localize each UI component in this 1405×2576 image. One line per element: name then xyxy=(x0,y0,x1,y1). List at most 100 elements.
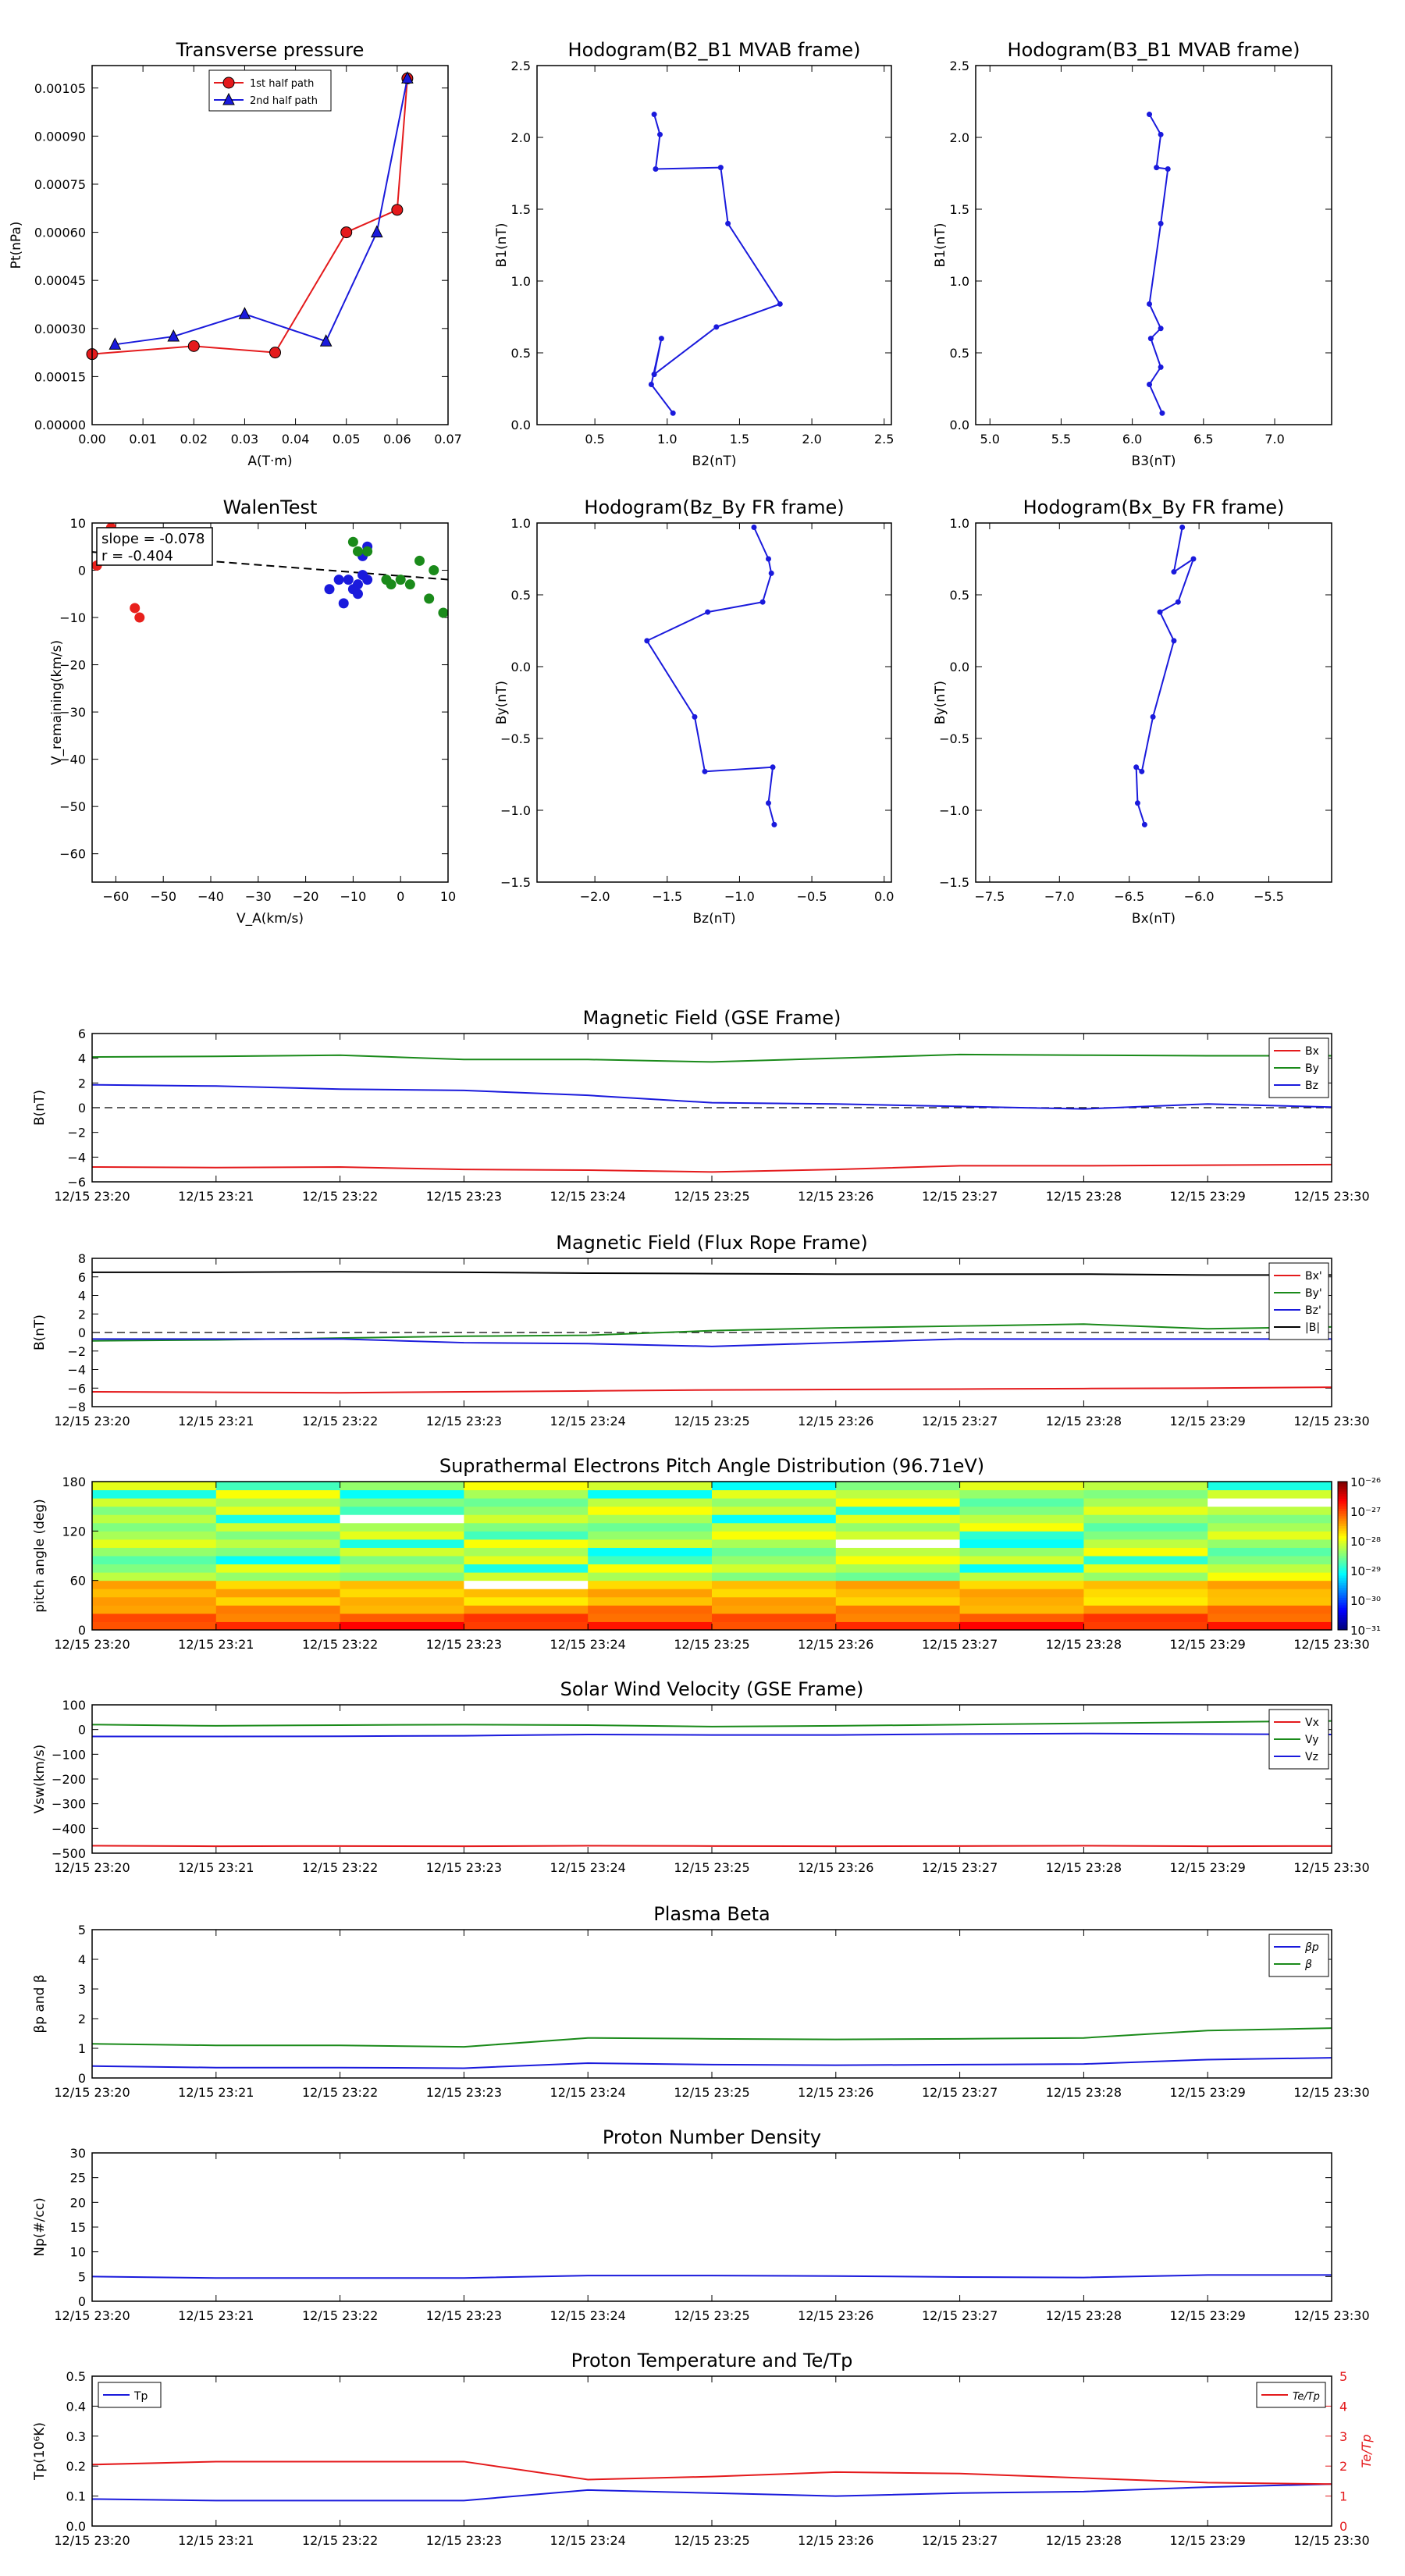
pad-cell xyxy=(92,1572,217,1582)
pad-cell xyxy=(464,1531,589,1540)
pad-cell xyxy=(835,1482,961,1491)
transverse-ytick-label: 0.00060 xyxy=(34,226,86,240)
hodo_b2b1-series-line xyxy=(650,114,781,414)
transverse-ytick-label: 0.00075 xyxy=(34,177,86,192)
pad-cell xyxy=(340,1522,464,1532)
mag_fr-series-line xyxy=(92,1271,1332,1276)
beta-xtick-label: 12/15 23:26 xyxy=(798,2085,873,2100)
hodo_b3b1-xtick-label: 5.5 xyxy=(1051,432,1071,447)
mag_gse-xtick-label: 12/15 23:27 xyxy=(922,1189,998,1204)
hodo_bzby-point xyxy=(751,525,757,531)
pad-colorbar-cell xyxy=(1338,1627,1347,1631)
tp-ytick-label: 0.0 xyxy=(66,2519,86,2534)
panel-tp: Proton Temperature and Te/Tp 0.5 0.4 0.3 0.2… xyxy=(32,2350,1374,2548)
tp-series-line xyxy=(91,2460,1332,2485)
pad-cell xyxy=(464,1547,589,1557)
pad-colorbar-cell xyxy=(1338,1567,1347,1571)
hodo_bxby-point xyxy=(1133,764,1140,770)
pad-cell xyxy=(959,1489,1084,1499)
hodo_bxby-point xyxy=(1157,609,1163,615)
mag_gse-xtick-label: 12/15 23:25 xyxy=(674,1189,749,1204)
mag_fr-legend-label: Bz' xyxy=(1305,1304,1321,1317)
pad-cell xyxy=(340,1498,464,1507)
pad-colorbar-cell xyxy=(1338,1624,1347,1628)
mag_gse-series-line xyxy=(91,1053,1332,1063)
hodo_b2b1-point xyxy=(713,324,720,330)
mag_fr-ytick-label: −4 xyxy=(67,1363,86,1378)
pad-cell xyxy=(588,1506,713,1515)
pad-colorbar-cell xyxy=(1338,1615,1347,1618)
pad-cell xyxy=(92,1489,217,1499)
pad-cell xyxy=(712,1531,837,1540)
pad-cell xyxy=(835,1580,961,1589)
mag_gse-legend-label: Bz xyxy=(1305,1080,1318,1092)
walen-frame xyxy=(91,522,449,883)
panel-walen: WalenTest −60 −50 −40 −30 −20 −10 0 10 10 0 −10 −20 −… xyxy=(49,496,456,927)
hodo_b2b1-ytick-label: 1.5 xyxy=(511,202,531,217)
pad-cell xyxy=(1083,1621,1208,1631)
pad-colorbar-cell xyxy=(1338,1528,1347,1532)
transverse-xtick-label: 0.03 xyxy=(231,432,259,447)
walen-point xyxy=(347,536,358,547)
pad-colorbar-cell xyxy=(1338,1496,1347,1500)
pad-colorbar-cell xyxy=(1338,1484,1347,1487)
pad-colorbar-cell xyxy=(1338,1516,1347,1519)
pad-xtick-label: 12/15 23:22 xyxy=(302,1637,378,1652)
hodo_bxby-ytick-label: −0.5 xyxy=(939,731,969,746)
pad-cell xyxy=(1208,1572,1332,1582)
walen-point xyxy=(130,603,140,614)
pad-cell xyxy=(835,1539,961,1548)
hodo_bxby-xtick-label: −6.5 xyxy=(1114,889,1144,904)
mag_gse-title: Magnetic Field (GSE Frame) xyxy=(583,1007,841,1029)
pad-colorbar-cell xyxy=(1338,1588,1347,1591)
mag_fr-xtick-label: 12/15 23:24 xyxy=(550,1414,626,1429)
transverse-xtick-label: 0.05 xyxy=(333,432,361,447)
mag_gse-xtick-label: 12/15 23:26 xyxy=(798,1189,873,1204)
vsw-xtick-label: 12/15 23:24 xyxy=(550,1860,626,1875)
vsw-xtick-label: 12/15 23:29 xyxy=(1170,1860,1246,1875)
hodo_bxby-ytick-label: −1.0 xyxy=(939,803,969,818)
pad-cell xyxy=(1083,1482,1208,1491)
pad-cell xyxy=(215,1580,341,1589)
hodo_b2b1-xlabel: B2(nT) xyxy=(692,454,737,469)
pad-cell xyxy=(1208,1531,1332,1540)
np-ytick-label: 15 xyxy=(70,2220,86,2235)
beta-legend-label: β xyxy=(1304,1959,1312,1971)
panel-mag_fr: Magnetic Field (Flux Rope Frame) 8 6 4 2 0 −2 −… xyxy=(32,1232,1370,1429)
np-ytick-label: 10 xyxy=(70,2245,86,2260)
beta-xtick-label: 12/15 23:22 xyxy=(302,2085,378,2100)
hodo_bzby-point xyxy=(759,599,766,605)
transverse-legend-label: 2nd half path xyxy=(250,95,318,107)
transverse-ytick-label: 0.00015 xyxy=(34,369,86,384)
hodo_b2b1-xtick-label: 1.5 xyxy=(730,432,749,447)
pad-cell xyxy=(92,1514,217,1524)
transverse-point xyxy=(340,226,353,239)
pad-cell xyxy=(712,1514,837,1524)
pad-cell xyxy=(464,1489,589,1499)
pad-cell xyxy=(92,1621,217,1631)
walen-ylabel: V_remaining(km/s) xyxy=(49,640,65,765)
hodo_b3b1-point xyxy=(1159,410,1165,416)
beta-ylabel: βp and β xyxy=(32,1974,48,2033)
pad-cell xyxy=(340,1482,464,1491)
walen-xtick-label: −50 xyxy=(150,889,176,904)
vsw-xtick-label: 12/15 23:30 xyxy=(1293,1860,1369,1875)
hodo_bzby-point xyxy=(692,713,698,720)
transverse-point xyxy=(269,347,282,359)
pad-colorbar-cell xyxy=(1338,1553,1347,1557)
mag_fr-ylabel: B(nT) xyxy=(32,1315,48,1350)
pad-cell xyxy=(464,1589,589,1598)
tp-ytick-right-label: 4 xyxy=(1339,2399,1347,2414)
pad-xtick-label: 12/15 23:26 xyxy=(798,1637,873,1652)
pad-cell xyxy=(712,1482,837,1491)
pad-cell xyxy=(1083,1547,1208,1557)
pad-cell xyxy=(959,1605,1084,1614)
pad-cell xyxy=(712,1564,837,1573)
hodo_b3b1-frame xyxy=(975,65,1332,425)
hodo_b3b1-point xyxy=(1158,131,1164,137)
panel-hodo_bzby: Hodogram(Bz_By FR frame) −2.0 −1.5 −1.0 −0.5… xyxy=(494,496,894,927)
pad-cell xyxy=(1208,1539,1332,1548)
pad-cell xyxy=(835,1596,961,1606)
pad-cell xyxy=(92,1547,217,1557)
pad-cell xyxy=(1208,1506,1332,1515)
